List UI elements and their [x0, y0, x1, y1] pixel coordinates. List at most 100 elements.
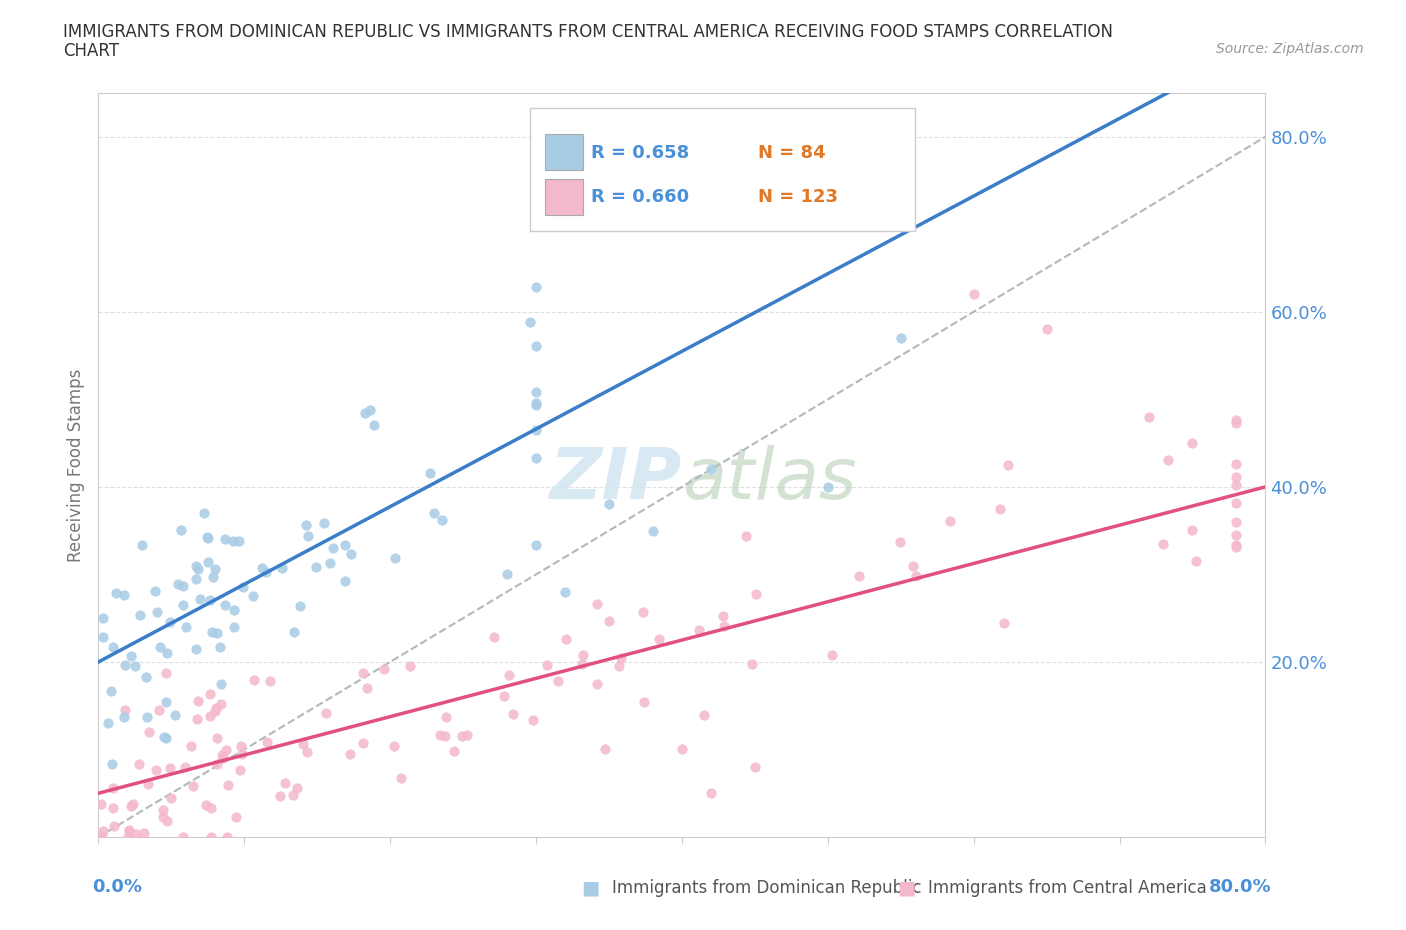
Point [315, 705, 337, 720]
Point [242, 672, 264, 687]
Point [91, 611, 114, 626]
Point [382, 739, 405, 754]
Point [118, 823, 141, 838]
Point [389, 770, 412, 785]
Point [352, 736, 374, 751]
Point [198, 686, 221, 701]
Point [200, 592, 222, 607]
Point [269, 788, 291, 803]
Point [997, 458, 1019, 472]
Point [433, 728, 456, 743]
Point [250, 561, 273, 576]
Point [132, 826, 155, 841]
Point [105, 586, 128, 601]
Point [1225, 539, 1247, 554]
Text: Immigrants from Dominican Republic: Immigrants from Dominican Republic [612, 879, 921, 897]
Point [152, 802, 174, 817]
Point [232, 579, 254, 594]
Point [201, 625, 224, 640]
Point [297, 528, 319, 543]
Point [633, 695, 655, 710]
Point [319, 556, 342, 571]
Point [114, 702, 136, 717]
Point [200, 830, 222, 844]
Point [536, 658, 558, 672]
Point [174, 619, 197, 634]
Point [595, 741, 617, 756]
Point [100, 684, 122, 698]
Point [159, 615, 181, 630]
Point [1181, 435, 1204, 450]
Point [229, 763, 252, 777]
Point [890, 331, 912, 346]
Point [962, 286, 984, 301]
Point [217, 777, 239, 792]
Point [91, 830, 114, 844]
Point [193, 506, 215, 521]
Point [159, 761, 181, 776]
Point [114, 658, 136, 672]
Point [443, 743, 465, 758]
Point [254, 565, 277, 579]
Point [122, 796, 145, 811]
Point [211, 676, 233, 691]
Point [170, 523, 193, 538]
Point [215, 743, 238, 758]
Point [1225, 515, 1247, 530]
Point [713, 619, 735, 634]
Text: R = 0.658: R = 0.658 [591, 143, 689, 162]
Point [146, 604, 169, 619]
Point [180, 738, 202, 753]
Point [419, 466, 441, 481]
Point [647, 631, 669, 646]
Point [145, 763, 167, 777]
Point [117, 830, 139, 844]
Point [340, 547, 363, 562]
Point [423, 506, 446, 521]
Point [295, 745, 318, 760]
Text: N = 123: N = 123 [758, 188, 838, 206]
Point [711, 609, 734, 624]
Point [155, 695, 177, 710]
Point [101, 780, 124, 795]
Point [214, 531, 236, 546]
Point [434, 709, 457, 724]
Point [294, 517, 316, 532]
FancyBboxPatch shape [546, 179, 582, 215]
Point [745, 586, 768, 601]
Point [136, 777, 159, 791]
Point [101, 756, 124, 771]
Point [160, 791, 183, 806]
Point [586, 677, 609, 692]
Text: 0.0%: 0.0% [93, 878, 142, 896]
Point [524, 398, 547, 413]
Point [274, 776, 297, 790]
Point [124, 658, 146, 673]
Point [155, 730, 177, 745]
Point [522, 712, 544, 727]
Point [118, 823, 141, 838]
Point [172, 578, 194, 593]
Point [905, 569, 928, 584]
Point [335, 538, 357, 552]
Point [1152, 537, 1174, 551]
Point [339, 747, 361, 762]
Point [195, 529, 218, 544]
Point [205, 756, 228, 771]
Point [205, 626, 228, 641]
Point [197, 554, 219, 569]
Point [524, 423, 547, 438]
Point [821, 648, 844, 663]
Point [1225, 470, 1247, 485]
Text: 80.0%: 80.0% [1209, 878, 1271, 896]
Point [149, 640, 172, 655]
Point [186, 559, 208, 574]
Point [1157, 452, 1180, 467]
Point [242, 589, 264, 604]
Point [1225, 496, 1247, 511]
Point [91, 823, 114, 838]
Point [356, 681, 378, 696]
Y-axis label: Receiving Food Stamps: Receiving Food Stamps [66, 368, 84, 562]
Point [187, 562, 209, 577]
Point [214, 598, 236, 613]
